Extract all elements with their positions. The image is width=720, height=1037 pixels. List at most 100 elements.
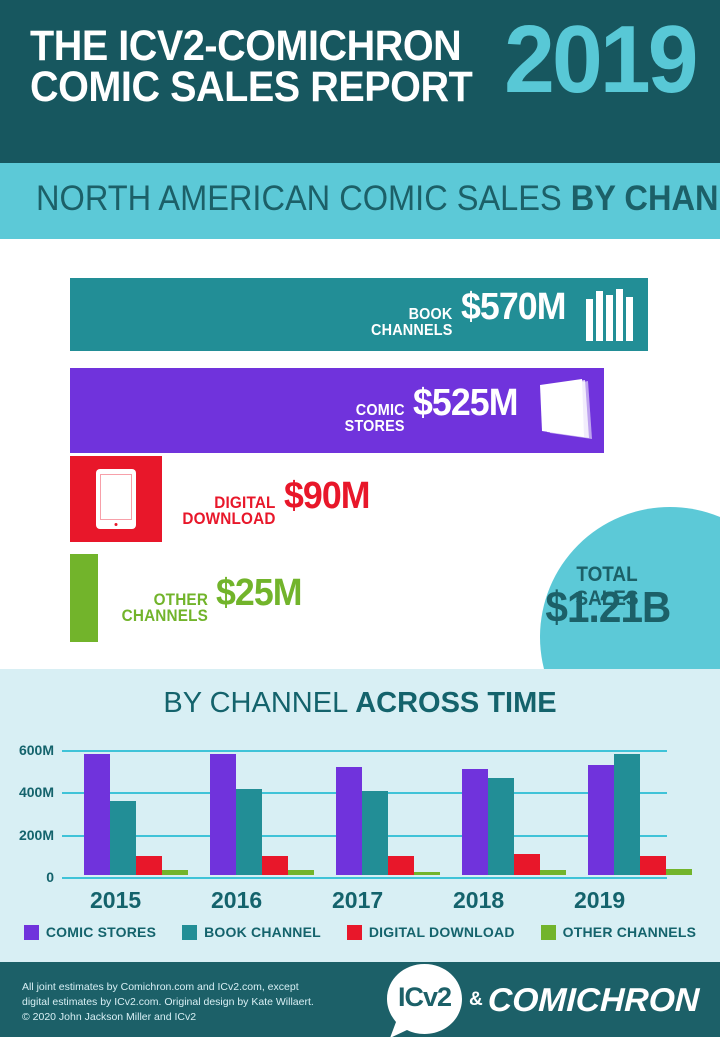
other-channels-label: OTHER CHANNELS — [121, 590, 209, 626]
bar-2016-other-channels — [288, 869, 314, 875]
chart-title-light: BY CHANNEL — [163, 687, 356, 719]
x-axis-label-2015: 2015 — [90, 887, 142, 913]
x-axis-label-2019: 2019 — [574, 887, 626, 913]
channel-block-other-channels — [70, 554, 98, 642]
book-channels-label: BOOK CHANNELS — [371, 307, 452, 338]
chart-x-axis-labels: 2015 2016 2017 2018 2019 — [62, 887, 667, 914]
icv2-logo: ICv2 — [382, 960, 467, 1037]
credit-line-3: © 2020 John Jackson Miller and ICv2 — [22, 1011, 197, 1024]
bar-group-2015 — [62, 739, 188, 875]
comic-stores-label-line1: COMIC — [355, 402, 405, 420]
legend-label: BOOK CHANNEL — [204, 924, 321, 940]
page-title-line2: COMIC SALES REPORT — [30, 63, 473, 112]
channel-breakdown-section: BOOK CHANNELS $570M COMIC STORES $525M — [0, 239, 720, 767]
comic-stores-amount: $525M — [412, 382, 518, 425]
y-tick-label: 0 — [46, 869, 54, 885]
icv2-logo-text: ICv2 — [397, 982, 452, 1012]
report-year: 2019 — [504, 6, 699, 113]
bar-2016-digital-download — [262, 855, 288, 875]
comic-stores-label: COMIC STORES — [345, 403, 405, 434]
legend-swatch — [540, 924, 556, 940]
legend-swatch — [23, 924, 39, 940]
page-title-line1: THE ICv2-COMICHRON — [30, 22, 462, 70]
bar-2018-comic-stores — [462, 768, 488, 875]
page-title: THE ICv2-COMICHRON COMIC SALES REPORT — [30, 22, 473, 112]
chart-title-bold: ACROSS TIME — [355, 687, 557, 719]
ampersand: & — [469, 988, 483, 1010]
legend-label: DIGITAL DOWNLOAD — [368, 924, 515, 940]
other-channels-label-line1: OTHER — [153, 590, 209, 609]
book-channels-label-line2: CHANNELS — [371, 322, 453, 339]
digital-download-amount: $90M — [283, 475, 371, 517]
legend-item-book-channel: BOOK CHANNEL — [182, 924, 321, 940]
bar-2017-book-channel — [362, 791, 388, 875]
bar-2016-book-channel — [236, 788, 262, 875]
bar-2015-other-channels — [162, 869, 188, 875]
subtitle-light: NORTH AMERICAN COMIC SALES — [36, 179, 571, 218]
bar-2018-digital-download — [514, 853, 540, 875]
digital-download-label: DIGITAL DOWNLOAD — [182, 494, 276, 529]
book-channels-label-line1: BOOK — [408, 306, 453, 324]
books-shelf-icon — [586, 288, 638, 341]
comichron-logo-text: COMICHRON — [487, 980, 700, 1018]
bar-2017-digital-download — [388, 855, 414, 875]
legend-swatch — [182, 924, 198, 940]
bar-group-2018 — [440, 739, 566, 875]
subtitle-text: NORTH AMERICAN COMIC SALES BY CHANNEL — [36, 179, 720, 219]
total-sales-label: TOTAL SALES — [575, 563, 639, 610]
chart-title: BY CHANNEL ACROSS TIME — [0, 687, 720, 720]
bar-2016-comic-stores — [210, 753, 236, 875]
chart-plot-area: 600M 400M 200M 0 — [19, 739, 692, 885]
credits-text: All joint estimates by Comichron.com and… — [22, 980, 314, 1026]
bar-2019-comic-stores — [588, 764, 614, 875]
y-tick-label: 600M — [18, 741, 54, 758]
legend-item-digital-download: DIGITAL DOWNLOAD — [346, 924, 515, 940]
x-axis-label-2017: 2017 — [332, 887, 384, 913]
other-channels-amount: $25M — [216, 572, 303, 614]
digital-download-label-line2: DOWNLOAD — [182, 509, 276, 529]
legend-label: COMIC STORES — [45, 924, 157, 940]
bar-2018-book-channel — [488, 778, 514, 875]
y-tick-label: 400M — [18, 784, 54, 800]
comic-stores-label-group: COMIC STORES $525M — [338, 382, 524, 434]
total-sales-value: $1.21B — [545, 583, 671, 632]
other-channels-label-group: OTHER CHANNELS $25M — [112, 572, 307, 626]
x-axis-label-2016: 2016 — [211, 887, 263, 913]
channel-block-digital-download — [70, 456, 162, 542]
subtitle-band: NORTH AMERICAN COMIC SALES BY CHANNEL — [0, 163, 720, 239]
channel-bar-book-channels: BOOK CHANNELS $570M — [70, 278, 648, 351]
other-channels-label-line2: CHANNELS — [121, 606, 209, 626]
bar-2017-other-channels — [414, 872, 440, 875]
bar-2017-comic-stores — [336, 766, 362, 875]
header-banner: THE ICv2-COMICHRON COMIC SALES REPORT 20… — [0, 0, 720, 163]
legend-item-comic-stores: COMIC STORES — [23, 924, 157, 940]
legend-item-other-channels: OTHER CHANNELS — [540, 924, 697, 940]
gridline-600M: 600M — [19, 742, 667, 758]
channel-bar-comic-stores: COMIC STORES $525M — [70, 368, 604, 453]
bar-group-2019 — [566, 739, 692, 875]
legend-swatch — [346, 924, 362, 940]
chart-legend: COMIC STORES BOOK CHANNEL DIGITAL DOWNLOAD… — [0, 924, 720, 940]
subtitle-bold: BY CHANNEL — [570, 179, 720, 218]
digital-download-label-group: DIGITAL DOWNLOAD $90M — [172, 475, 375, 529]
bar-2019-digital-download — [640, 855, 666, 875]
across-time-chart-section: BY CHANNEL ACROSS TIME 600M 400M 200M 0 201… — [0, 669, 720, 962]
logos: ICv2 & COMICHRON — [382, 962, 720, 1037]
bar-group-2016 — [188, 739, 314, 875]
credit-line-1: All joint estimates by Comichron.com and… — [22, 981, 299, 993]
comic-stores-label-line2: STORES — [344, 418, 405, 435]
footer-bar: All joint estimates by Comichron.com and… — [0, 962, 720, 1037]
credit-line-2: digital estimates by ICv2.com. Original … — [22, 996, 314, 1009]
bar-2018-other-channels — [540, 870, 566, 875]
bar-2015-book-channel — [110, 800, 136, 875]
y-tick-label: 200M — [18, 826, 54, 843]
book-channels-amount: $570M — [460, 286, 566, 329]
x-axis-label-2018: 2018 — [453, 887, 505, 913]
bar-2019-other-channels — [666, 869, 692, 875]
gridline-0: 0 — [46, 869, 667, 885]
chart-bar-groups — [62, 739, 692, 875]
legend-label: OTHER CHANNELS — [562, 924, 697, 940]
book-channels-label-group: BOOK CHANNELS $570M — [362, 286, 572, 338]
tablet-icon — [96, 469, 136, 529]
bar-2015-comic-stores — [84, 753, 110, 875]
